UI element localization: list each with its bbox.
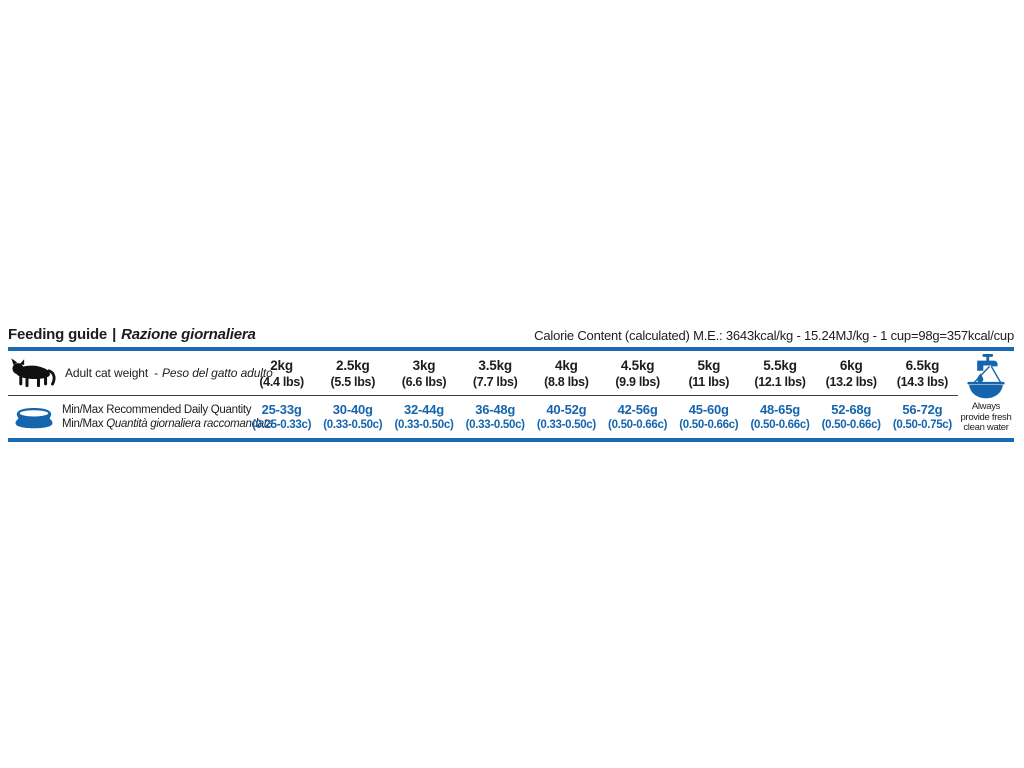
- quantity-cell: 45-60g (0.50-0.66c): [673, 396, 744, 438]
- top-rule-line: [8, 347, 1014, 351]
- quantity-cell: 36-48g (0.33-0.50c): [460, 396, 531, 438]
- quantity-grams: 25-33g: [261, 402, 302, 417]
- quantity-cell: 30-40g (0.33-0.50c): [317, 396, 388, 438]
- fresh-water-column: Always provide fresh clean water: [958, 351, 1014, 438]
- weight-cell: 3kg (6.6 lbs): [388, 351, 459, 395]
- quantity-cups: (0.50-0.66c): [821, 419, 881, 431]
- weight-cell: 4.5kg (9.9 lbs): [602, 351, 673, 395]
- water-note-line: Always: [971, 401, 1001, 412]
- weight-lbs: (8.8 lbs): [544, 374, 589, 389]
- quantity-label-italian: Quantità giornaliera raccomandata: [106, 418, 273, 430]
- feeding-guide-header: Feeding guide | Razione giornaliera Calori…: [8, 326, 1014, 347]
- weight-lbs: (11 lbs): [688, 374, 730, 389]
- quantity-cups: (0.33-0.50c): [536, 419, 596, 431]
- quantity-label-prefix: Min/Max: [62, 418, 104, 430]
- weight-label-en: Adult cat weight: [65, 366, 149, 380]
- fresh-water-note: Always provide fresh clean water: [960, 401, 1012, 434]
- cat-icon: [11, 358, 56, 388]
- title-english: Feeding guide: [8, 326, 108, 343]
- quantity-grams: 52-68g: [831, 402, 872, 417]
- weight-kg: 5.5kg: [763, 357, 797, 373]
- quantity-grams: 45-60g: [688, 402, 729, 417]
- weight-cell: 2kg (4.4 lbs): [246, 351, 317, 395]
- weight-kg: 4kg: [555, 357, 578, 373]
- quantity-cups: (0.25-0.33c): [252, 419, 312, 431]
- quantity-cups: (0.33-0.50c): [394, 419, 454, 431]
- quantity-grams: 30-40g: [332, 402, 373, 417]
- weight-cell: 3.5kg (7.7 lbs): [460, 351, 531, 395]
- weight-lbs: (13.2 lbs): [825, 374, 877, 389]
- quantity-cell: 25-33g (0.25-0.33c): [246, 396, 317, 438]
- feeding-guide-section: Feeding guide | Razione giornaliera Calori…: [8, 326, 1014, 442]
- weight-kg: 2.5kg: [336, 357, 370, 373]
- weight-lbs: (12.1 lbs): [754, 374, 806, 389]
- food-bowl-icon: [15, 407, 53, 428]
- bottom-rule-line: [8, 438, 1014, 442]
- quantity-cell: 56-72g (0.50-0.75c): [887, 396, 958, 438]
- quantity-label-line1: Min/Max Recommended Daily Quantity: [62, 404, 252, 416]
- quantity-grams: 42-56g: [617, 402, 658, 417]
- weight-lbs: (5.5 lbs): [330, 374, 376, 389]
- faucet-water-bowl-icon: [967, 354, 1005, 399]
- quantity-label-line2: Min/Max Quantità giornaliera raccomandat…: [62, 417, 273, 431]
- water-note-line: clean water: [963, 422, 1009, 433]
- quantity-grams: 56-72g: [902, 402, 943, 417]
- quantity-cell: 42-56g (0.50-0.66c): [602, 396, 673, 438]
- weight-lbs: (9.9 lbs): [615, 374, 660, 389]
- weight-row-label-cell: Adult cat weight - Peso del gatto adulto: [8, 351, 273, 395]
- quantity-cups: (0.50-0.75c): [892, 419, 952, 431]
- weight-kg: 4.5kg: [620, 357, 655, 373]
- weight-row-label: Adult cat weight - Peso del gatto adulto: [65, 366, 273, 380]
- water-note-line: provide fresh: [960, 411, 1012, 423]
- weight-label-dash: -: [154, 366, 159, 380]
- weight-kg: 3.5kg: [478, 357, 512, 373]
- quantity-cell: 48-65g (0.50-0.66c): [744, 396, 815, 438]
- quantity-cups: (0.33-0.50c): [465, 419, 525, 431]
- weight-cell: 6.5kg (14.3 lbs): [887, 351, 958, 395]
- title-italian: Razione giornaliera: [121, 326, 256, 343]
- feeding-guide-table: Adult cat weight - Peso del gatto adulto 2…: [8, 351, 1014, 438]
- weight-kg: 2kg: [270, 357, 293, 373]
- weight-label-it: Peso del gatto adulto: [162, 366, 273, 380]
- calorie-content-text: Calorie Content (calculated) M.E.: 3643k…: [534, 328, 1014, 343]
- quantity-cups: (0.50-0.66c): [679, 419, 739, 431]
- quantity-cell: 40-52g (0.33-0.50c): [531, 396, 602, 438]
- weight-lbs: (4.4 lbs): [259, 374, 304, 389]
- quantity-grams: 40-52g: [546, 402, 587, 417]
- weight-kg: 5kg: [697, 357, 721, 373]
- quantity-cell: 52-68g (0.50-0.66c): [816, 396, 887, 438]
- weight-lbs: (6.6 lbs): [401, 374, 447, 389]
- weight-cell: 6kg (13.2 lbs): [816, 351, 887, 395]
- quantity-cell: 32-44g (0.33-0.50c): [388, 396, 459, 438]
- weight-kg: 3kg: [412, 357, 436, 373]
- weight-cell: 5kg (11 lbs): [673, 351, 744, 395]
- quantity-grams: 36-48g: [475, 402, 516, 417]
- quantity-row-label-cell: Min/Max Recommended Daily Quantity Min/M…: [8, 396, 273, 438]
- weight-kg: 6.5kg: [905, 357, 940, 373]
- weight-cell: 4kg (8.8 lbs): [531, 351, 602, 395]
- quantity-cups: (0.50-0.66c): [750, 419, 810, 431]
- quantity-cups: (0.50-0.66c): [608, 419, 668, 431]
- row-separator-line: [8, 395, 958, 396]
- feeding-guide-title: Feeding guide | Razione giornaliera: [8, 326, 256, 343]
- title-divider: |: [112, 326, 117, 343]
- quantity-cups: (0.33-0.50c): [323, 419, 383, 431]
- weight-lbs: (14.3 lbs): [896, 374, 948, 389]
- weight-lbs: (7.7 lbs): [472, 374, 518, 389]
- weight-cell: 5.5kg (12.1 lbs): [744, 351, 815, 395]
- weight-kg: 6kg: [839, 357, 863, 373]
- weight-cell: 2.5kg (5.5 lbs): [317, 351, 388, 395]
- quantity-grams: 48-65g: [759, 402, 800, 417]
- quantity-grams: 32-44g: [403, 402, 444, 417]
- quantity-row-label: Min/Max Recommended Daily Quantity Min/M…: [62, 403, 273, 431]
